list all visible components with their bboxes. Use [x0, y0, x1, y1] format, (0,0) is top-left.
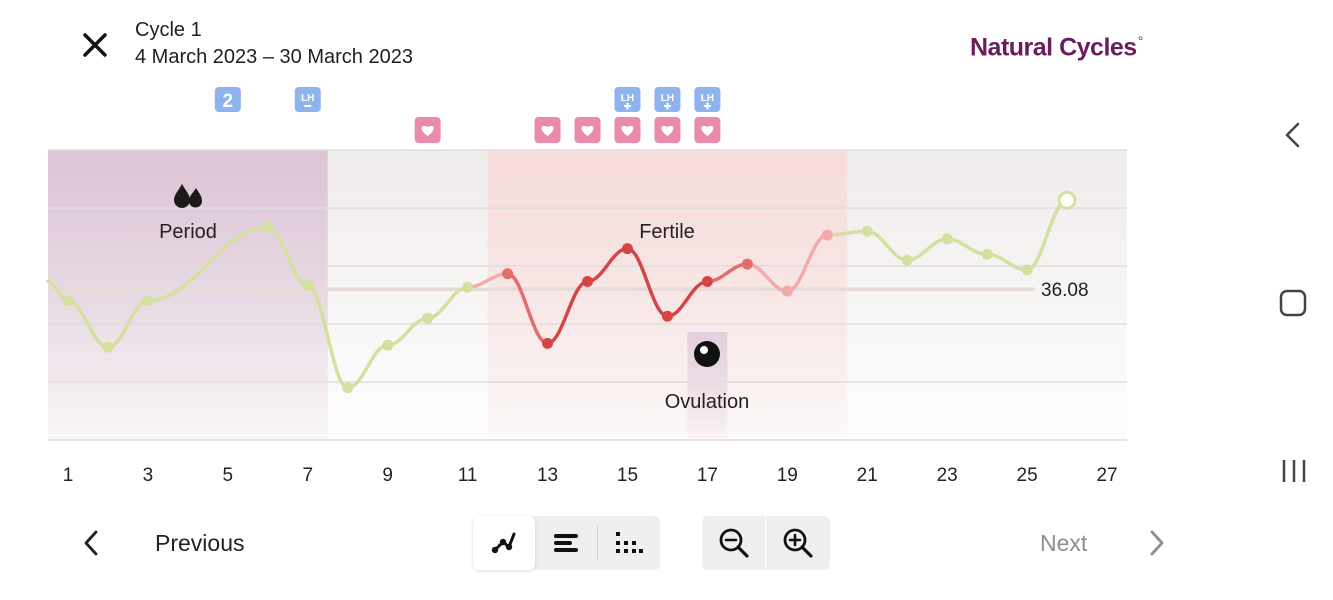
next-chevron-icon[interactable]	[1144, 527, 1170, 559]
x-tick-label: 25	[1017, 465, 1038, 486]
cover-line-label: 36.08	[1041, 280, 1089, 301]
heart-badge	[694, 117, 721, 143]
close-icon[interactable]	[80, 30, 110, 60]
period-label: Period	[159, 221, 217, 243]
dots-view-button[interactable]	[598, 516, 658, 570]
x-tick-label: 11	[458, 465, 478, 486]
heart-badge	[414, 117, 441, 143]
x-tick-label: 7	[302, 465, 313, 486]
heart-badge	[574, 117, 601, 143]
x-tick-label: 1	[63, 465, 74, 486]
view-mode-switch	[473, 516, 660, 570]
heart-icon	[541, 125, 554, 136]
cycle-dates: 4 March 2023 – 30 March 2023	[135, 46, 413, 68]
temperature-point	[382, 339, 394, 351]
temperature-point	[342, 382, 354, 394]
brand-logo: Natural Cycles°	[970, 33, 1143, 62]
x-tick-label: 3	[143, 465, 154, 486]
ovulation-label: Ovulation	[665, 391, 750, 413]
temperature-point	[861, 225, 873, 237]
temperature-point	[701, 275, 713, 287]
count-badge	[214, 87, 241, 112]
temperature-point	[941, 233, 953, 245]
home-icon[interactable]	[1278, 288, 1308, 318]
temperature-point	[142, 295, 154, 307]
bar-view-icon	[554, 534, 578, 552]
temperature-point	[741, 258, 753, 270]
x-tick-label: 23	[937, 465, 958, 486]
temperature-line-segment	[306, 283, 350, 390]
fertile-label: Fertile	[639, 221, 695, 243]
line-view-icon	[491, 532, 516, 554]
temperature-point	[302, 279, 314, 291]
heart-badge	[654, 117, 681, 143]
zoom-out-button[interactable]	[702, 516, 766, 570]
heart-icon	[621, 125, 634, 136]
temperature-point	[1021, 264, 1033, 276]
lh-negative-badge	[294, 87, 321, 112]
next-button[interactable]: Next	[1040, 530, 1088, 556]
count-badge-text: 2	[223, 91, 234, 112]
zoom-in-button[interactable]	[766, 516, 830, 570]
temperature-point	[502, 268, 514, 280]
previous-chevron-icon[interactable]	[78, 527, 104, 559]
previous-button[interactable]: Previous	[155, 530, 245, 556]
lh-negative-badge-text: LH	[301, 93, 314, 104]
temperature-point	[62, 295, 74, 307]
x-tick-label: 5	[223, 465, 234, 486]
temperature-point	[901, 254, 913, 266]
lh-positive-badge-text: LH	[701, 93, 714, 104]
temperature-point	[262, 221, 274, 233]
recents-icon[interactable]	[1280, 456, 1308, 486]
temperature-point-open	[1057, 190, 1077, 210]
temperature-line-segment	[146, 225, 270, 303]
temperature-point	[462, 281, 474, 293]
bar-view-button[interactable]	[535, 516, 597, 570]
heart-badge	[534, 117, 561, 143]
back-icon[interactable]	[1280, 120, 1306, 150]
x-tick-label: 15	[617, 465, 638, 486]
x-tick-label: 19	[777, 465, 798, 486]
temperature-point	[661, 310, 673, 322]
x-tick-label: 9	[382, 465, 393, 486]
zoom-out-icon	[719, 528, 749, 558]
temperature-point	[582, 275, 593, 287]
temperature-point	[422, 312, 434, 324]
x-tick-label: 27	[1096, 465, 1117, 486]
heart-icon	[421, 125, 434, 136]
lh-positive-badge-text: LH	[621, 93, 634, 104]
lh-positive-badge	[694, 87, 721, 112]
view-divider	[597, 526, 598, 560]
heart-icon	[701, 125, 714, 136]
ovulation-icon	[694, 341, 720, 367]
line-view-button[interactable]	[473, 516, 535, 570]
cycle-title: Cycle 1	[135, 19, 202, 41]
zoom-in-icon	[783, 528, 813, 558]
temperature-point	[981, 248, 993, 260]
x-tick-label: 17	[697, 465, 718, 486]
heart-icon	[661, 125, 674, 136]
heart-icon	[581, 125, 594, 136]
temperature-chart[interactable]: 36.836.536.235.935.635.31357911131517192…	[0, 80, 1140, 500]
heart-badge	[614, 117, 641, 143]
lh-positive-badge	[654, 87, 681, 112]
lh-positive-badge-text: LH	[661, 93, 674, 104]
drops-icon	[174, 184, 202, 208]
x-tick-label: 13	[537, 465, 558, 486]
dots-view-icon	[616, 532, 643, 553]
temperature-point	[542, 337, 554, 349]
temperature-point	[621, 243, 633, 255]
temperature-point	[821, 229, 833, 241]
temperature-point	[102, 341, 114, 353]
temperature-point	[781, 285, 793, 297]
x-tick-label: 21	[857, 465, 878, 486]
zoom-controls	[702, 516, 830, 570]
lh-positive-badge	[614, 87, 641, 112]
